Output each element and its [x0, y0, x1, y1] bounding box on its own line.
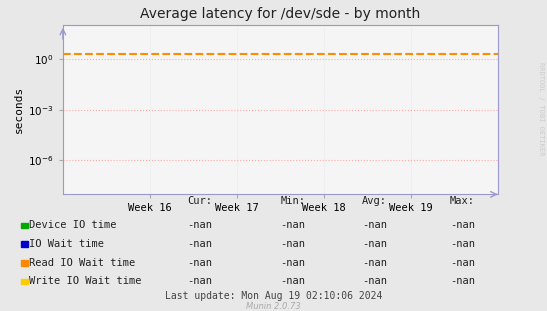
Title: Average latency for /dev/sde - by month: Average latency for /dev/sde - by month — [140, 7, 421, 21]
Text: -nan: -nan — [362, 220, 387, 230]
Text: -nan: -nan — [187, 220, 212, 230]
Text: -nan: -nan — [187, 258, 212, 268]
Text: -nan: -nan — [280, 220, 305, 230]
Text: Avg:: Avg: — [362, 196, 387, 206]
Text: -nan: -nan — [187, 276, 212, 286]
Text: RRDTOOL / TOBI OETIKER: RRDTOOL / TOBI OETIKER — [538, 62, 544, 156]
Text: -nan: -nan — [450, 258, 475, 268]
Text: -nan: -nan — [450, 276, 475, 286]
Text: Read IO Wait time: Read IO Wait time — [28, 258, 135, 268]
Text: -nan: -nan — [280, 258, 305, 268]
Text: IO Wait time: IO Wait time — [28, 239, 104, 249]
Text: -nan: -nan — [280, 276, 305, 286]
Text: Munin 2.0.73: Munin 2.0.73 — [246, 302, 301, 311]
Text: Max:: Max: — [450, 196, 475, 206]
Text: -nan: -nan — [362, 239, 387, 249]
Text: Min:: Min: — [280, 196, 305, 206]
Text: Cur:: Cur: — [187, 196, 212, 206]
Text: -nan: -nan — [450, 239, 475, 249]
Text: -nan: -nan — [280, 239, 305, 249]
Text: -nan: -nan — [187, 239, 212, 249]
Text: -nan: -nan — [450, 220, 475, 230]
Text: Last update: Mon Aug 19 02:10:06 2024: Last update: Mon Aug 19 02:10:06 2024 — [165, 291, 382, 301]
Text: Device IO time: Device IO time — [28, 220, 116, 230]
Y-axis label: seconds: seconds — [14, 86, 24, 133]
Text: -nan: -nan — [362, 276, 387, 286]
Text: -nan: -nan — [362, 258, 387, 268]
Text: Write IO Wait time: Write IO Wait time — [28, 276, 141, 286]
